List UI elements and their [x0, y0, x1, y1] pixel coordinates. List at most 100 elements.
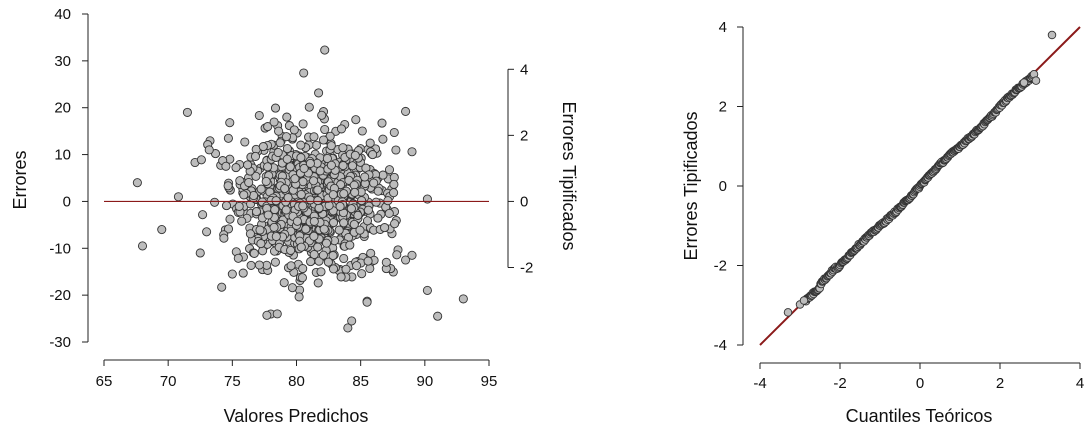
- residual-point: [261, 176, 271, 186]
- y-tick-label: 30: [54, 53, 71, 70]
- residual-point: [298, 264, 308, 274]
- x-tick-label: 80: [288, 373, 305, 390]
- residual-point: [237, 216, 247, 226]
- residual-point: [353, 210, 363, 220]
- y-tick-label: 2: [719, 99, 727, 116]
- residual-point: [210, 197, 220, 207]
- residual-point: [271, 231, 281, 242]
- residual-point: [225, 118, 235, 128]
- residual-point: [285, 162, 295, 172]
- residual-point: [270, 257, 280, 267]
- residual-point: [198, 210, 208, 220]
- residual-point: [286, 261, 296, 271]
- residual-point: [255, 225, 265, 235]
- y-tick-label: 40: [54, 6, 71, 23]
- residual-point: [275, 138, 285, 148]
- residual-point: [351, 115, 361, 125]
- residual-point: [204, 145, 214, 155]
- y2-axis-title: Errores Tipificados: [559, 101, 579, 250]
- y-tick-label: -30: [49, 334, 71, 351]
- residual-point: [323, 257, 333, 267]
- residual-point: [380, 223, 390, 233]
- residual-point: [363, 256, 373, 266]
- residual-point: [137, 241, 148, 251]
- y-tick-label: -20: [49, 287, 71, 304]
- residual-point: [281, 132, 291, 142]
- x-axis-title: Valores Predichos: [224, 406, 369, 426]
- residual-point: [274, 126, 284, 136]
- residual-point: [313, 196, 323, 206]
- x-tick-label: 2: [996, 375, 1004, 392]
- qq-point: [1019, 78, 1029, 87]
- y2-tick-label: 2: [520, 127, 528, 144]
- y-tick-label: 10: [54, 147, 71, 164]
- residual-point: [280, 184, 290, 194]
- residual-point: [349, 219, 359, 229]
- residual-point: [326, 141, 336, 151]
- x-axis-title: Cuantiles Teóricos: [846, 406, 993, 426]
- y-axis-ticks: -30 -20 -10 0 10 20 30 40: [49, 6, 88, 351]
- residual-point: [299, 68, 309, 78]
- residual-point: [343, 323, 353, 333]
- residual-point: [350, 187, 360, 197]
- residual-point: [381, 257, 391, 267]
- residual-point: [368, 150, 378, 160]
- residual-point: [243, 160, 253, 170]
- residual-point: [319, 224, 329, 234]
- residual-point: [223, 181, 233, 191]
- residual-point: [313, 242, 323, 252]
- residual-point: [309, 216, 319, 226]
- residual-point: [369, 178, 379, 188]
- residual-point: [341, 264, 351, 274]
- qq-point: [799, 296, 809, 305]
- residual-point: [328, 264, 339, 274]
- residual-point: [269, 117, 279, 127]
- residual-point: [407, 250, 417, 260]
- residual-point: [251, 207, 262, 217]
- residual-point: [294, 292, 304, 302]
- residual-point: [239, 190, 249, 200]
- residual-point: [254, 110, 264, 121]
- residual-point: [217, 282, 227, 292]
- x-tick-label: -2: [833, 375, 846, 392]
- x-tick-label: 65: [96, 373, 113, 390]
- residual-point: [289, 125, 299, 135]
- y-tick-label: 20: [54, 100, 71, 117]
- y-tick-label: -4: [714, 337, 727, 354]
- residual-point: [283, 193, 293, 203]
- residual-point: [249, 248, 259, 258]
- residual-point: [336, 124, 347, 134]
- residual-point: [355, 225, 365, 235]
- y-tick-label: 4: [719, 19, 727, 36]
- residual-point: [270, 103, 281, 113]
- residual-point: [373, 186, 383, 196]
- residual-point: [309, 132, 319, 142]
- qq-plot: -4 -2 0 2 4 -4 -2 0 2 4 Cuantiles Teóricos Error…: [681, 19, 1084, 426]
- residual-point: [389, 188, 399, 198]
- residual-point: [365, 138, 375, 148]
- x-tick-label: 90: [416, 373, 433, 390]
- y2-axis-ticks: -2 0 2 4: [508, 61, 533, 276]
- residual-point: [290, 174, 300, 184]
- residual-point: [318, 135, 329, 145]
- residual-point: [254, 260, 264, 270]
- residual-point: [407, 147, 417, 157]
- residual-point: [305, 195, 315, 205]
- residual-point: [338, 161, 348, 171]
- residual-point: [321, 238, 332, 248]
- x-tick-label: 95: [481, 373, 498, 390]
- residual-point: [328, 251, 338, 261]
- residual-point: [231, 163, 241, 173]
- x-tick-label: 70: [160, 373, 177, 390]
- residual-point: [391, 145, 401, 155]
- residual-point: [352, 261, 362, 271]
- residual-point: [304, 102, 314, 112]
- y-tick-label: -10: [49, 240, 71, 257]
- residual-point: [314, 203, 324, 213]
- residual-point: [339, 189, 349, 199]
- residual-point: [297, 273, 307, 283]
- residual-point: [223, 133, 233, 143]
- residual-point: [316, 267, 326, 277]
